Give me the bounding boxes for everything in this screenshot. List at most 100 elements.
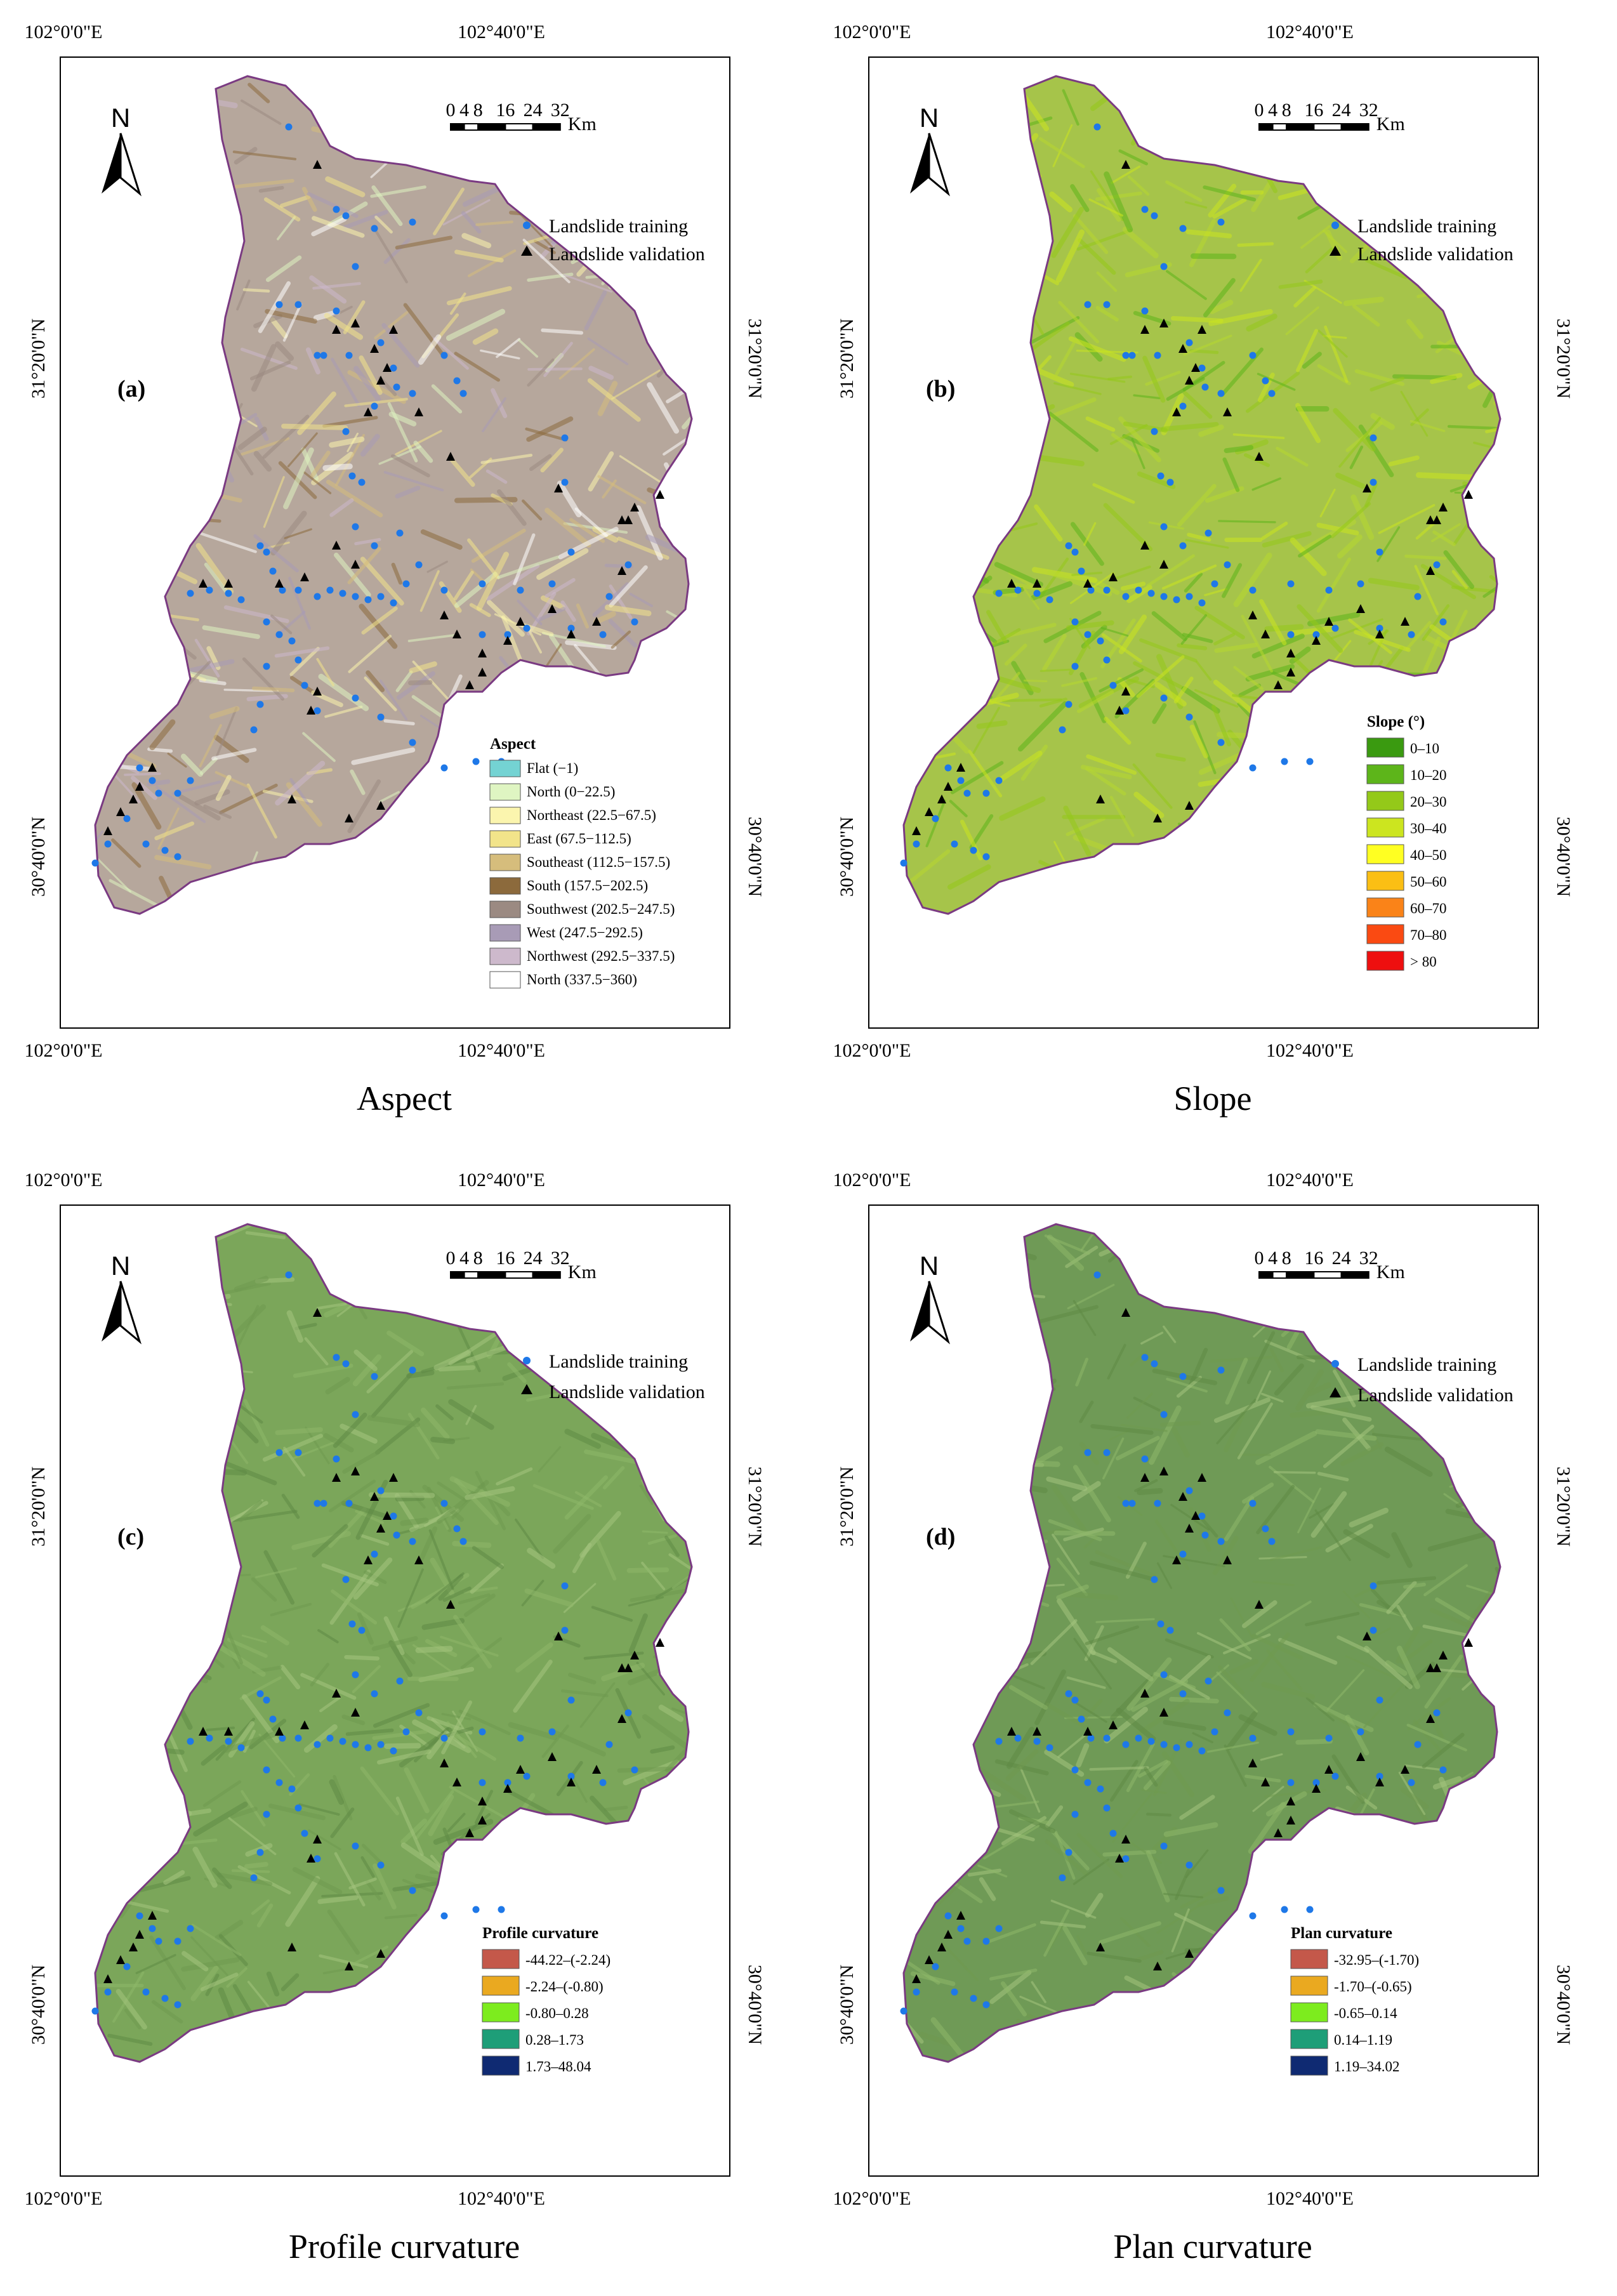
landslide-training-point	[342, 212, 350, 220]
landslide-training-point	[982, 789, 990, 797]
lon-bottom-left: 102°0'0"E	[25, 2188, 103, 2209]
landslide-training-point	[1287, 580, 1295, 588]
landslide-validation-point	[1033, 1727, 1041, 1736]
landslide-training-point	[390, 1747, 397, 1755]
landslide-validation-point	[1432, 1663, 1441, 1672]
landslide-validation-point	[944, 782, 953, 791]
landslide-training-point	[605, 593, 613, 600]
landslide-validation-point	[1178, 1492, 1187, 1501]
lat-left-lower: 30°40'0"N	[28, 1965, 49, 2045]
training-label: Landslide training	[1357, 1354, 1496, 1375]
landslide-training-point	[498, 1906, 505, 1913]
scale-tick-label: 24	[1332, 100, 1351, 121]
landslide-training-point	[91, 859, 99, 867]
landslide-training-point	[1414, 1741, 1422, 1748]
landslide-training-point	[1084, 301, 1092, 308]
landslide-training-point	[1287, 631, 1295, 638]
landslide-training-point	[155, 1937, 162, 1945]
landslide-validation-point	[129, 1943, 138, 1951]
lon-top-right: 102°40'0"E	[458, 22, 545, 43]
landslide-training-point	[294, 656, 302, 664]
landslide-training-point	[1325, 586, 1333, 594]
landslide-training-point	[440, 764, 448, 772]
landslide-training-point	[1087, 586, 1095, 594]
landslide-training-point	[409, 739, 416, 746]
landslide-validation-point	[275, 579, 284, 588]
landslide-validation-point	[630, 1651, 639, 1659]
landslide-training-point	[1408, 631, 1415, 638]
north-arrow-right-icon	[928, 1281, 950, 1345]
landslide-training-point	[970, 847, 977, 854]
landslide-training-point	[1093, 1271, 1101, 1279]
lon-bottom-right: 102°40'0"E	[1266, 2188, 1354, 2209]
landslide-validation-point	[1115, 706, 1124, 715]
landslide-training-point	[352, 1741, 359, 1748]
landslide-validation-point	[1312, 1784, 1321, 1793]
landslide-validation-point	[1198, 1473, 1206, 1482]
landslide-training-point	[957, 1925, 965, 1932]
landslide-validation-point	[1172, 1555, 1181, 1564]
validation-label: Landslide validation	[549, 244, 705, 265]
legend-item-label: -32.95–(-1.70)	[1334, 1952, 1419, 1968]
landslide-training-point	[459, 390, 467, 397]
landslide-training-point	[1370, 1626, 1377, 1634]
landslide-validation-point	[364, 1555, 373, 1564]
landslide-training-point	[995, 590, 1003, 597]
landslide-training-point	[1331, 1772, 1339, 1780]
landslide-training-point	[352, 523, 359, 531]
lon-top-left: 102°0'0"E	[25, 1170, 103, 1191]
landslide-training-point	[1179, 1690, 1187, 1698]
landslide-training-point	[342, 428, 350, 435]
landslide-validation-point	[656, 1638, 664, 1647]
legend-item-label: -0.65–0.14	[1334, 2005, 1397, 2021]
landslide-training-point	[348, 1620, 356, 1628]
landslide-validation-point	[376, 376, 385, 385]
scale-tick-label: 32	[551, 1248, 570, 1269]
legend-swatch	[489, 760, 521, 777]
landslide-training-point	[1122, 1855, 1130, 1863]
landslide-training-point	[1109, 1830, 1117, 1837]
legend-swatch	[1366, 951, 1404, 971]
landslide-training-point	[1204, 1677, 1212, 1685]
landslide-training-point	[396, 1677, 404, 1685]
scale-segment	[1258, 1271, 1274, 1279]
landslide-training-point	[275, 301, 283, 308]
landslide-training-point	[944, 1912, 952, 1920]
landslide-training-point	[301, 682, 308, 689]
landslide-training-point	[377, 713, 385, 721]
landslide-validation-point	[1159, 1467, 1168, 1475]
landslide-training-point	[1185, 339, 1193, 346]
north-arrow-right-icon	[119, 1281, 142, 1345]
validation-label: Landslide validation	[1357, 244, 1514, 265]
landslide-training-point	[333, 307, 340, 315]
landslide-validation-point	[148, 763, 157, 772]
landslide-validation-point	[1286, 668, 1295, 676]
landslide-validation-point	[944, 1930, 953, 1939]
landslide-training-point	[371, 1550, 378, 1558]
panel-letter: (d)	[926, 1524, 955, 1550]
training-dot-icon	[523, 221, 531, 229]
landslide-validation-point	[1153, 814, 1162, 822]
landslide-training-point	[1312, 1779, 1320, 1786]
lat-left-upper: 31°20'0"N	[836, 1467, 857, 1547]
landslide-training-point	[326, 1734, 334, 1742]
landslide-training-point	[995, 1738, 1003, 1745]
validation-triangle-icon	[521, 246, 532, 256]
landslide-training-point	[995, 777, 1003, 784]
landslide-validation-point	[224, 579, 233, 588]
landslide-training-point	[237, 596, 245, 604]
scale-tick-label: 32	[551, 100, 570, 121]
north-arrow: N	[910, 1251, 950, 1345]
landslide-validation-point	[478, 1797, 487, 1805]
landslide-validation-point	[224, 1727, 233, 1736]
landslide-training-point	[136, 764, 143, 772]
north-arrow-left-icon	[910, 133, 929, 194]
landslide-validation-point	[1153, 1962, 1162, 1970]
landslide-training-point	[478, 631, 486, 638]
landslide-training-point	[250, 1874, 258, 1882]
landslide-training-point	[1325, 1734, 1333, 1742]
legend-title: Plan curvature	[1291, 1925, 1392, 1942]
landslide-training-point	[1166, 478, 1174, 486]
landslide-validation-point	[351, 1467, 360, 1475]
landslide-training-point	[567, 548, 575, 556]
